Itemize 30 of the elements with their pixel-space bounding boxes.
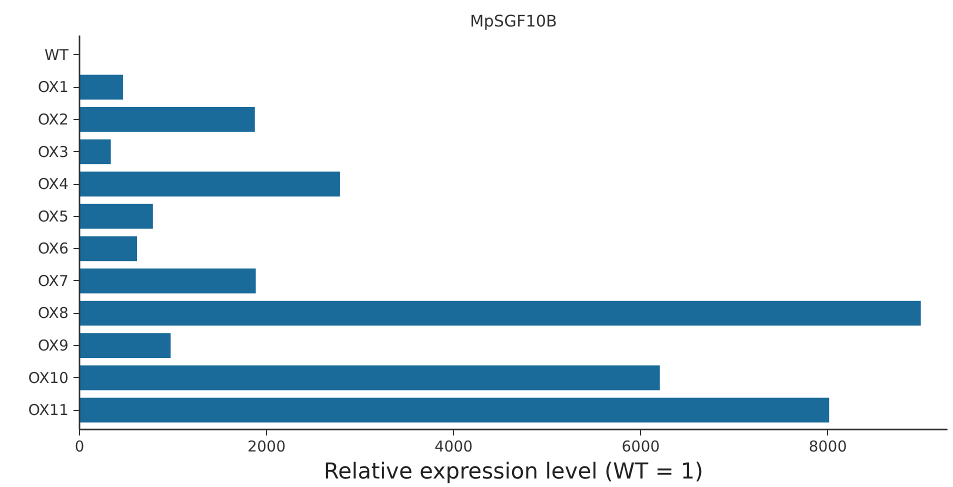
y-tick-label: OX10 [28, 368, 69, 387]
bar [80, 268, 257, 294]
x-tick-label: 2000 [247, 438, 286, 456]
y-tick-label: OX8 [38, 304, 69, 322]
bar [80, 235, 138, 262]
bar [80, 364, 661, 392]
x-tick-label: 0 [74, 438, 84, 456]
y-tick-label: OX5 [38, 207, 69, 226]
chart-title: MpSGF10B [470, 12, 558, 30]
y-tick-label: OX11 [28, 401, 69, 420]
y-tick-label: OX3 [38, 142, 69, 161]
bar [80, 332, 172, 359]
y-tick-label: OX6 [38, 240, 69, 258]
bar [80, 300, 922, 327]
y-tick-label: OX7 [38, 272, 69, 290]
bar [80, 202, 154, 230]
x-tick-label: 8000 [808, 438, 847, 456]
y-tick-label: OX4 [38, 175, 69, 194]
y-tick-label: OX2 [38, 110, 69, 128]
bar [80, 106, 256, 133]
x-tick-label: 4000 [434, 438, 473, 456]
x-tick-label: 6000 [622, 438, 660, 456]
bar [80, 396, 830, 424]
y-tick-label: OX1 [38, 78, 69, 96]
bar [80, 74, 124, 101]
x-axis-title: Relative expression level (WT = 1) [324, 460, 704, 484]
y-tick-label: WT [44, 46, 70, 64]
y-tick-label: OX9 [38, 336, 69, 355]
bar [80, 170, 341, 198]
bar [80, 138, 112, 166]
